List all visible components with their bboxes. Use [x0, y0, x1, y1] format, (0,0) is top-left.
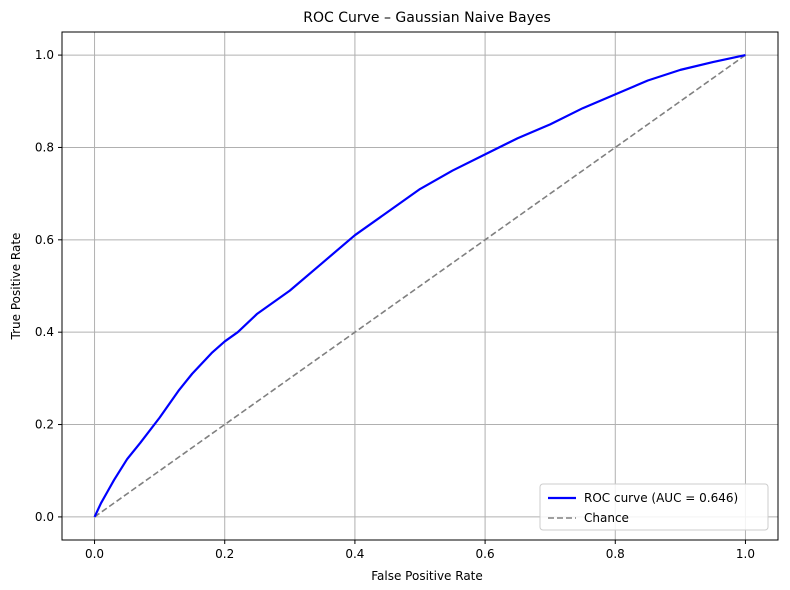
chance-line [94, 54, 746, 518]
y-tick-label: 0.6 [35, 233, 54, 247]
legend: ROC curve (AUC = 0.646) Chance [539, 483, 769, 531]
roc-curve-line [93, 54, 746, 518]
legend-entry-label: Chance [584, 511, 629, 525]
x-tick-label: 1.0 [736, 547, 755, 561]
plot-frame [61, 31, 779, 541]
x-axis-label: False Positive Rate [371, 569, 483, 583]
x-tick-label: 0.0 [85, 547, 104, 561]
x-axis-ticks: 0.0 0.2 0.4 0.6 0.8 1.0 [85, 540, 755, 561]
y-axis-label: True Positive Rate [9, 233, 23, 341]
x-tick-label: 0.6 [476, 547, 495, 561]
grid [62, 32, 778, 540]
y-tick-label: 1.0 [35, 48, 54, 62]
x-tick-label: 0.4 [345, 547, 364, 561]
series-layer [93, 54, 746, 518]
y-tick-label: 0.0 [35, 510, 54, 524]
legend-box [539, 483, 769, 531]
legend-entry-label: ROC curve (AUC = 0.646) [584, 491, 738, 505]
y-axis-ticks: 0.0 0.2 0.4 0.6 0.8 1.0 [35, 48, 62, 524]
y-tick-label: 0.4 [35, 325, 54, 339]
y-tick-label: 0.2 [35, 418, 54, 432]
x-tick-label: 0.8 [606, 547, 625, 561]
y-tick-label: 0.8 [35, 140, 54, 154]
chart-title: ROC Curve – Gaussian Naive Bayes [303, 10, 551, 26]
x-tick-label: 0.2 [215, 547, 234, 561]
